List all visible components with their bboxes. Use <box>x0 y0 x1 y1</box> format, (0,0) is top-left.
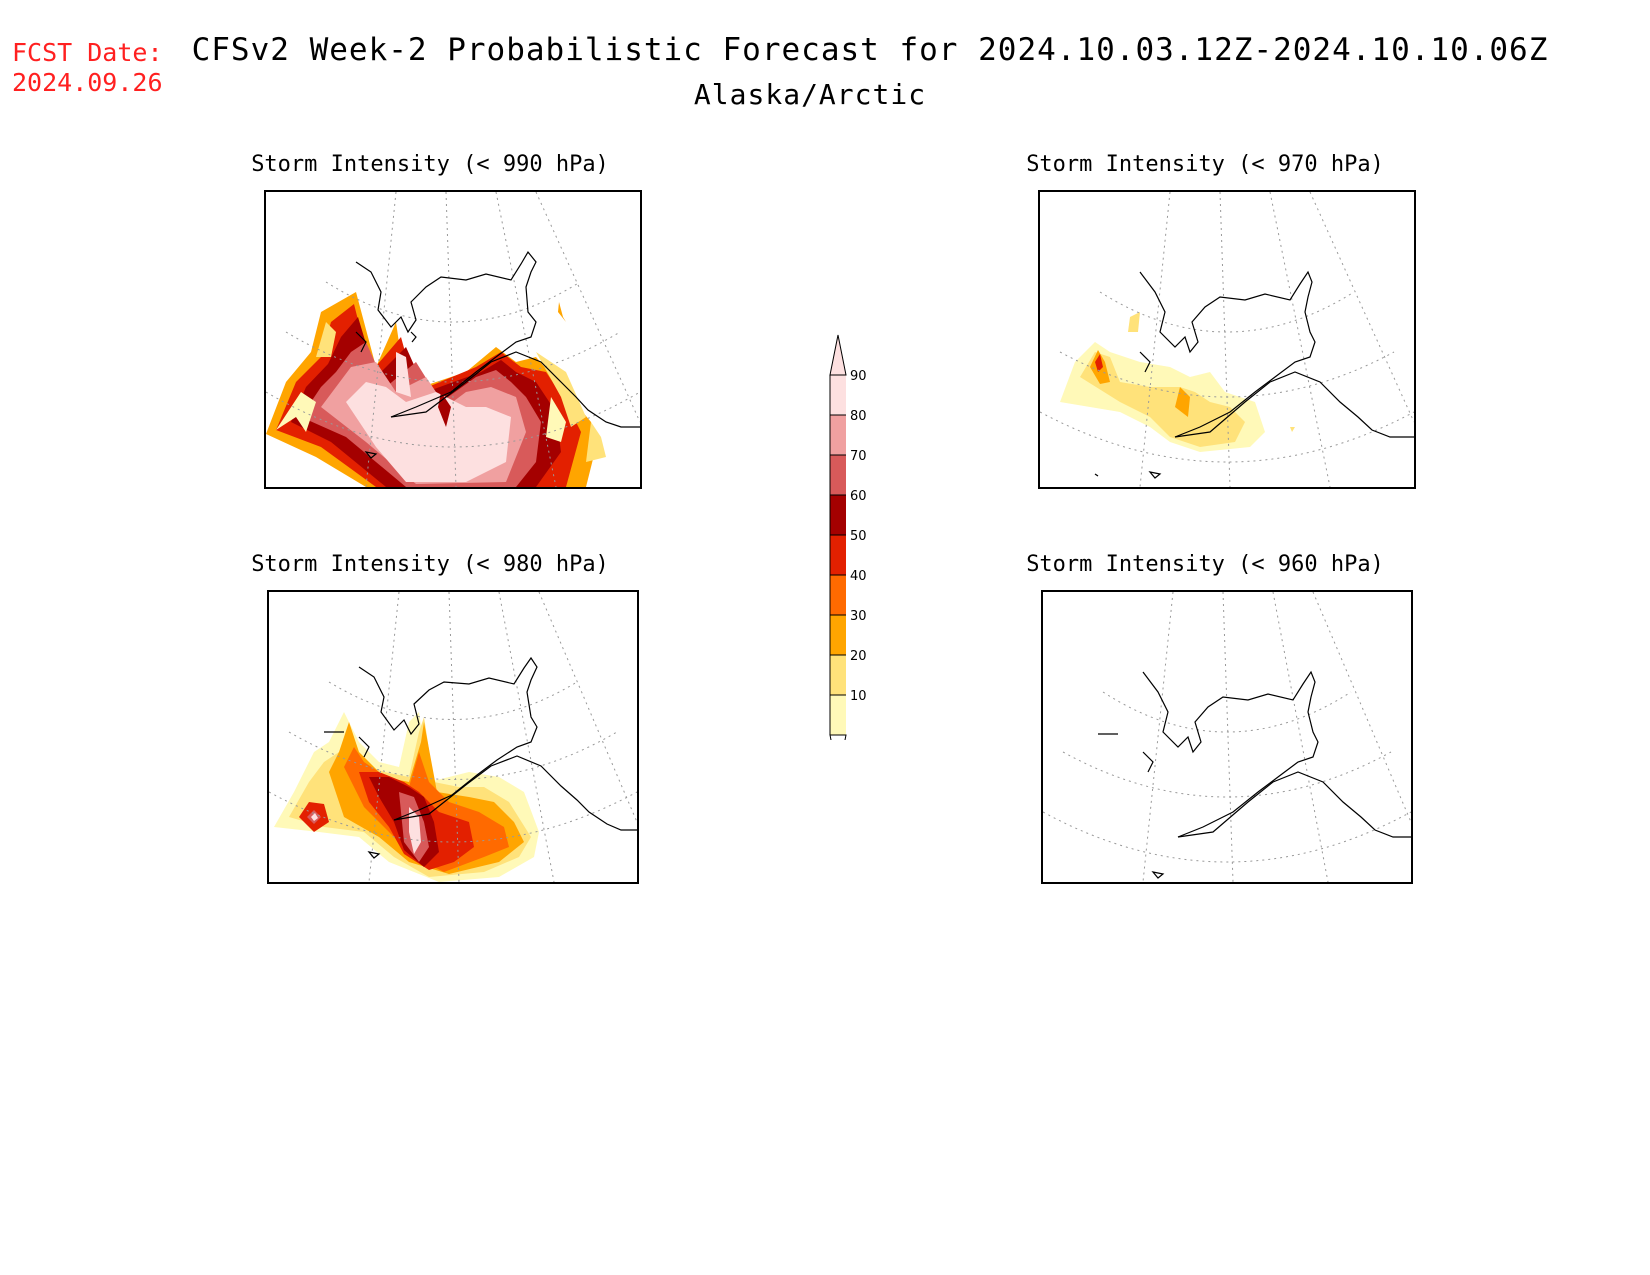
map-svg-990 <box>266 192 640 487</box>
colorbar-label: 80 <box>850 409 867 424</box>
map-svg-980 <box>269 592 637 882</box>
graticule-980 <box>269 592 637 882</box>
colorbar-bottom-arrow <box>829 734 847 740</box>
colorbar-boxes <box>829 334 847 740</box>
colorbar-label: 50 <box>850 529 867 544</box>
map-panel-990 <box>264 190 642 489</box>
main-title: CFSv2 Week-2 Probabilistic Forecast for … <box>191 32 1549 68</box>
graticule-960 <box>1043 592 1411 882</box>
panel-title-970: Storm Intensity (< 970 hPa) <box>1026 152 1384 177</box>
panel-title-980: Storm Intensity (< 980 hPa) <box>251 552 609 577</box>
colorbar-box <box>830 455 846 495</box>
colorbar-label: 10 <box>850 689 867 704</box>
colorbar-label: 60 <box>850 489 867 504</box>
coastline-980 <box>324 656 637 859</box>
region-subtitle: Alaska/Arctic <box>693 78 927 111</box>
graticule-990 <box>266 192 640 487</box>
panel-title-990: Storm Intensity (< 990 hPa) <box>251 152 609 177</box>
map-panel-960 <box>1041 590 1413 884</box>
forecast-date-label: FCST Date: <box>12 38 163 67</box>
map-panel-980 <box>267 590 639 884</box>
colorbar-box <box>830 535 846 575</box>
coastline-960 <box>1098 670 1411 879</box>
map-panel-970 <box>1038 190 1416 489</box>
forecast-date-value: 2024.09.26 <box>12 68 163 97</box>
colorbar-label: 90 <box>850 369 867 384</box>
colorbar-label: 20 <box>850 649 867 664</box>
colorbar-box <box>830 655 846 695</box>
map-svg-960 <box>1043 592 1411 882</box>
colorbar-label: 30 <box>850 609 867 624</box>
map-svg-970 <box>1040 192 1414 487</box>
coastline-970 <box>1094 270 1414 479</box>
colorbar-box <box>830 415 846 455</box>
graticule-970 <box>1040 192 1414 487</box>
colorbar-label: 70 <box>850 449 867 464</box>
colorbar-box <box>830 495 846 535</box>
colorbar-box <box>830 695 846 735</box>
colorbar-labels: 10 20 30 40 50 60 70 80 90 <box>830 369 867 704</box>
probability-shading-970 <box>1060 312 1295 452</box>
colorbar-top-arrow <box>829 334 847 376</box>
coastline-990 <box>355 250 640 459</box>
colorbar-box <box>830 575 846 615</box>
colorbar-box <box>830 375 846 415</box>
colorbar-label: 40 <box>850 569 867 584</box>
probability-shading-990 <box>266 292 606 487</box>
panel-title-960: Storm Intensity (< 960 hPa) <box>1026 552 1384 577</box>
probability-shading-980 <box>274 712 539 882</box>
colorbar-box <box>830 615 846 655</box>
colorbar: 10 20 30 40 50 60 70 80 90 <box>829 334 867 740</box>
